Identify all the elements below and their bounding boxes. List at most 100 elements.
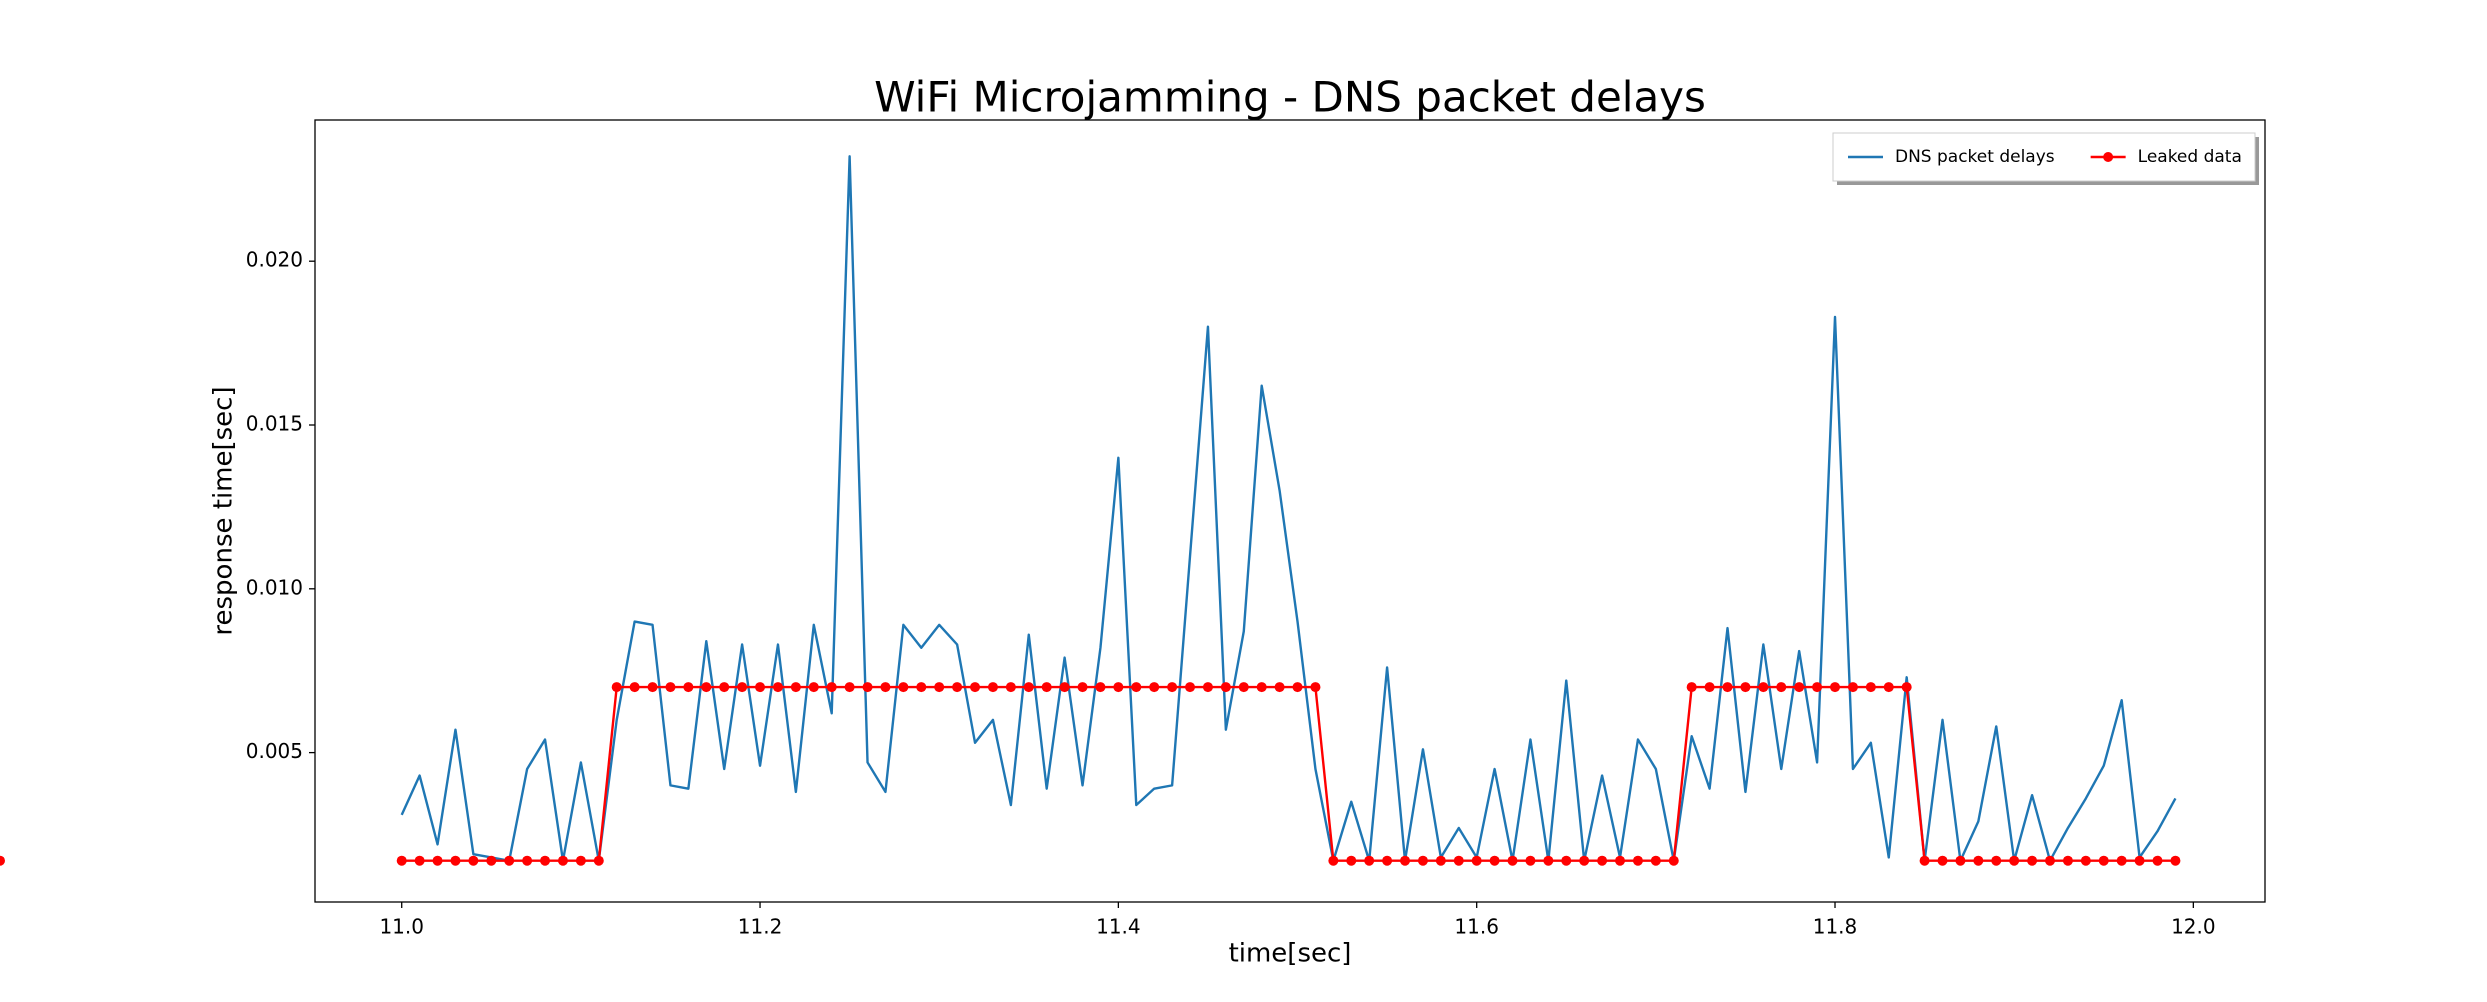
data-point	[504, 855, 515, 866]
data-point	[2027, 855, 2038, 866]
data-point	[2062, 855, 2073, 866]
data-point	[486, 855, 497, 866]
data-point	[1812, 682, 1823, 693]
data-point	[2170, 855, 2181, 866]
plot-frame	[314, 119, 2266, 903]
data-point	[396, 855, 407, 866]
data-point	[629, 682, 640, 693]
data-point	[432, 855, 443, 866]
data-point	[808, 682, 819, 693]
x-tick-label: 11.4	[1096, 915, 1141, 939]
data-point	[1615, 855, 1626, 866]
data-point	[1328, 855, 1339, 866]
data-point	[522, 855, 533, 866]
data-point	[1202, 682, 1213, 693]
data-point	[450, 855, 461, 866]
data-point	[826, 682, 837, 693]
data-point	[2080, 855, 2091, 866]
data-point	[1220, 682, 1231, 693]
data-point	[1561, 855, 1572, 866]
data-point	[1185, 682, 1196, 693]
data-point	[611, 682, 622, 693]
data-point	[737, 682, 748, 693]
data-point	[1382, 855, 1393, 866]
data-point	[1417, 855, 1428, 866]
data-point	[1149, 682, 1160, 693]
data-point	[755, 682, 766, 693]
data-point	[1794, 682, 1805, 693]
chart-title: WiFi Microjamming - DNS packet delays	[874, 73, 1706, 122]
data-point	[2098, 855, 2109, 866]
y-tick-label: 0.005	[246, 739, 303, 763]
legend-marker	[2103, 152, 2114, 162]
data-point	[665, 682, 676, 693]
data-point	[2134, 855, 2145, 866]
data-point	[898, 682, 909, 693]
data-point	[2116, 855, 2127, 866]
data-point	[647, 682, 658, 693]
data-point	[1238, 682, 1249, 693]
data-point	[1650, 855, 1661, 866]
data-point	[719, 682, 730, 693]
data-point	[790, 682, 801, 693]
y-axis-label: response time[sec]	[209, 386, 239, 635]
data-point	[1489, 855, 1500, 866]
data-point	[1973, 855, 1984, 866]
data-point	[1758, 682, 1769, 693]
data-point	[1507, 855, 1518, 866]
data-point	[987, 682, 998, 693]
data-point	[844, 682, 855, 693]
data-point	[683, 682, 694, 693]
data-point	[1597, 855, 1608, 866]
data-point	[1274, 682, 1285, 693]
data-point	[414, 855, 425, 866]
data-point	[1471, 855, 1482, 866]
data-point	[970, 682, 981, 693]
data-point	[1740, 682, 1751, 693]
data-point	[1041, 682, 1052, 693]
x-tick-label: 11.2	[738, 915, 783, 939]
x-tick-label: 11.8	[1813, 915, 1858, 939]
data-point	[1668, 855, 1679, 866]
data-point	[1167, 682, 1178, 693]
data-point	[1704, 682, 1715, 693]
data-point	[1310, 682, 1321, 693]
data-point	[1722, 682, 1733, 693]
data-point	[1686, 682, 1697, 693]
data-point	[1919, 855, 1930, 866]
data-point	[1776, 682, 1787, 693]
data-point	[1830, 682, 1841, 693]
data-point	[1543, 855, 1554, 866]
data-point	[1883, 682, 1894, 693]
x-tick-label: 11.6	[1454, 915, 1499, 939]
data-point	[862, 682, 873, 693]
data-point	[1632, 855, 1643, 866]
data-point	[1364, 855, 1375, 866]
data-point	[772, 682, 783, 693]
series-line	[400, 155, 2177, 862]
data-point	[575, 855, 586, 866]
y-tick-label: 0.015	[246, 412, 303, 436]
data-point	[1865, 682, 1876, 693]
data-point	[1435, 855, 1446, 866]
x-tick-label: 11.0	[379, 915, 424, 939]
data-point	[1901, 682, 1912, 693]
data-point	[2152, 855, 2163, 866]
data-point	[540, 855, 551, 866]
data-point	[2045, 855, 2056, 866]
legend-label: Leaked data	[2138, 147, 2242, 167]
data-point	[557, 855, 568, 866]
y-tick-label: 0.020	[246, 248, 303, 272]
data-point	[1005, 682, 1016, 693]
data-point	[1059, 682, 1070, 693]
legend-box	[1832, 132, 2256, 182]
x-tick-label: 12.0	[2171, 915, 2216, 939]
data-point	[934, 682, 945, 693]
data-point	[1256, 682, 1267, 693]
data-point	[952, 682, 963, 693]
data-point	[880, 682, 891, 693]
data-point	[1131, 682, 1142, 693]
data-point	[1453, 855, 1464, 866]
data-point	[1077, 682, 1088, 693]
